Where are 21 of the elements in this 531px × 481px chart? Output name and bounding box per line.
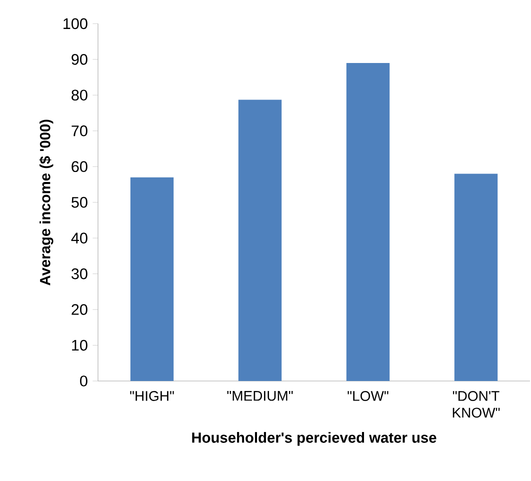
y-tick-label: 80 (72, 90, 88, 101)
y-tick-label: 70 (72, 125, 88, 136)
x-tick-label: "HIGH" (130, 391, 174, 401)
x-tick-label: "MEDIUM" (227, 391, 293, 401)
bar (238, 100, 282, 381)
y-tick-label: 0 (80, 376, 88, 386)
x-tick-label: "DON'T KNOW" (452, 391, 500, 418)
x-axis-title: Householder's percieved water use (192, 432, 436, 446)
bar (454, 174, 498, 381)
y-tick-label: 10 (72, 340, 88, 351)
y-tick-label: 100 (64, 18, 88, 30)
y-tick-label: 50 (72, 196, 88, 208)
y-tick-label: 90 (72, 54, 88, 65)
bar (346, 62, 390, 381)
bar (130, 177, 174, 381)
x-tick-label: "LOW" (348, 391, 388, 401)
y-tick-label: 60 (72, 161, 88, 172)
y-tick-label: 20 (72, 304, 88, 315)
y-tick-label: 30 (72, 268, 88, 280)
y-axis-title: Average income ($ '000) (39, 120, 54, 286)
y-tick-label: 40 (71, 232, 88, 244)
